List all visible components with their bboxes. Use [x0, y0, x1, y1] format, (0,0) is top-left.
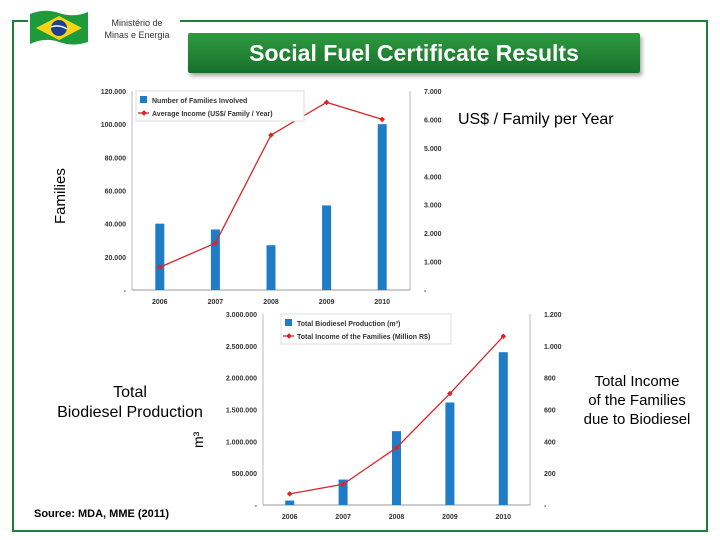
total-income-line-1: Total Income — [594, 373, 680, 390]
families-axis-label: Families — [52, 168, 69, 224]
ministry-line-2: Minas e Energia — [104, 30, 170, 40]
series-line — [159, 101, 383, 268]
line-point — [268, 132, 274, 138]
page-title: Social Fuel Certificate Results — [188, 33, 640, 73]
bar — [285, 500, 295, 505]
brazil-flag-icon — [30, 10, 88, 45]
y-left-tick-label: 500.000 — [232, 471, 257, 478]
legend-bar-swatch — [140, 96, 147, 103]
bar — [322, 205, 332, 290]
total-income-line-2: of the Families — [588, 392, 686, 409]
y-left-tick-label: 3.000.000 — [226, 312, 257, 319]
bar — [155, 223, 165, 290]
y-left-tick-label: 120.000 — [101, 89, 126, 96]
y-right-tick-label: - — [544, 503, 547, 510]
frame-top-line — [12, 20, 28, 22]
y-left-tick-label: - — [124, 288, 127, 295]
m3-axis-label: m³ — [190, 431, 206, 448]
y-right-tick-label: 400 — [544, 439, 556, 446]
y-right-tick-label: 3.000 — [424, 203, 442, 210]
biodiesel-income-chart: - 500.000 1.000.000 1.500.000 2.000.000 2.500… — [226, 312, 562, 521]
y-right-tick-label: 200 — [544, 471, 556, 478]
x-tick-label: 2009 — [319, 299, 335, 306]
y-left-tick-label: 100.000 — [101, 122, 126, 129]
x-tick-label: 2007 — [208, 299, 224, 306]
income-axis-label: US$ / Family per Year — [458, 111, 614, 128]
line-point — [212, 240, 219, 246]
x-tick-label: 2010 — [496, 514, 512, 521]
line-point — [286, 491, 293, 497]
y-right-tick-label: 1.200 — [544, 312, 562, 319]
x-tick-label: 2010 — [374, 299, 390, 306]
line-point — [393, 444, 400, 451]
y-right-tick-label: - — [424, 288, 427, 295]
x-tick-label: 2006 — [152, 299, 168, 306]
legend-line-label: Average Income (US$/ Family / Year) — [152, 111, 273, 118]
total-income-line-3: due to Biodiesel — [583, 411, 691, 428]
bar — [392, 431, 401, 505]
y-right-tick-label: 5.000 — [424, 146, 442, 153]
ministry-name: Ministério de Minas e Energia — [92, 17, 182, 41]
legend-bar-label: Number of Families Involved — [152, 98, 247, 105]
bar — [210, 229, 220, 290]
source-note: Source: MDA, MME (2011) — [34, 508, 170, 520]
y-right-tick-label: 7.000 — [424, 89, 442, 96]
frame-top-line-right — [180, 20, 708, 22]
x-tick-label: 2008 — [263, 299, 279, 306]
y-right-tick-label: 1.000 — [544, 344, 562, 351]
y-right-tick-label: 600 — [544, 408, 556, 415]
frame-left-line — [12, 20, 14, 532]
line-point — [379, 116, 386, 123]
y-right-tick-label: 800 — [544, 376, 556, 383]
y-left-tick-label: 1.000.000 — [226, 439, 257, 446]
biodiesel-label-line-1: Total — [113, 384, 147, 401]
y-left-tick-label: 60.000 — [105, 189, 127, 196]
x-tick-label: 2009 — [442, 514, 458, 521]
legend-box — [135, 90, 305, 122]
legend-bar-swatch — [285, 319, 292, 326]
families-income-chart: - 20.000 40.000 60.000 80.000 100.000 120.000 -… — [101, 89, 442, 306]
bar — [445, 402, 455, 505]
x-tick-label: 2006 — [282, 514, 298, 521]
y-left-tick-label: 2.500.000 — [226, 344, 257, 351]
legend-bar-label: Total Biodiesel Production (m³) — [297, 321, 400, 328]
y-right-tick-label: 4.000 — [424, 174, 442, 181]
total-income-label: Total Income of the Families due to Biod… — [562, 372, 712, 429]
x-tick-label: 2008 — [389, 514, 405, 521]
bar — [266, 245, 276, 290]
y-left-tick-label: 80.000 — [105, 155, 127, 162]
legend-box — [280, 313, 452, 345]
y-right-tick-label: 2.000 — [424, 231, 442, 238]
y-right-tick-label: 1.000 — [424, 260, 442, 267]
biodiesel-label: Total Biodiesel Production — [40, 383, 220, 423]
y-left-tick-label: - — [255, 503, 258, 510]
bar — [377, 124, 387, 290]
line-point — [156, 264, 163, 271]
ministry-line-1: Ministério de — [111, 18, 163, 28]
y-left-tick-label: 40.000 — [105, 222, 127, 229]
frame-bottom-line — [12, 530, 708, 532]
line-point — [323, 99, 330, 106]
y-left-tick-label: 20.000 — [105, 255, 127, 262]
bar — [338, 479, 348, 505]
bar — [498, 352, 508, 505]
line-point — [340, 481, 346, 488]
y-left-tick-label: 1.500.000 — [226, 408, 257, 415]
x-tick-label: 2007 — [335, 514, 351, 521]
legend-line-label: Total Income of the Families (Million R$… — [297, 334, 430, 341]
y-left-tick-label: 2.000.000 — [226, 376, 257, 383]
y-right-tick-label: 6.000 — [424, 117, 442, 124]
biodiesel-label-line-2: Biodiesel Production — [57, 404, 203, 421]
frame-right-line — [706, 20, 708, 532]
